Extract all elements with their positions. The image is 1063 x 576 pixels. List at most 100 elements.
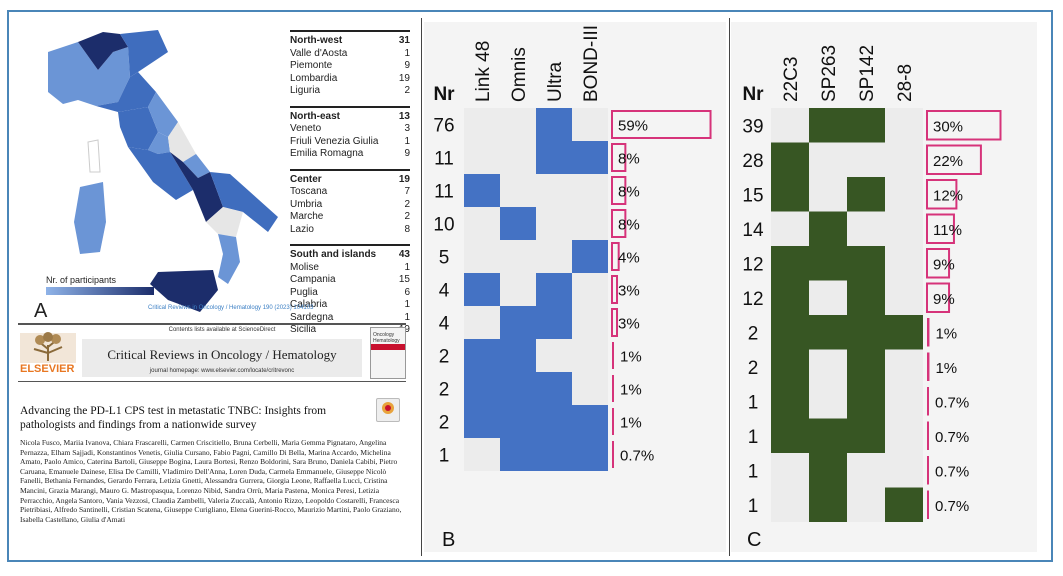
region-row: Puglia 6 bbox=[290, 287, 410, 300]
filled-cell bbox=[847, 349, 885, 384]
map-region-umbria bbox=[148, 132, 170, 154]
percentage-bar bbox=[611, 242, 620, 271]
empty-cell bbox=[771, 453, 809, 488]
journal-title: Critical Reviews in Oncology / Hematolog… bbox=[107, 347, 337, 362]
filled-cell bbox=[536, 141, 572, 174]
empty-cell bbox=[885, 246, 923, 281]
region-name: Molise bbox=[290, 261, 319, 273]
percentage-bar bbox=[927, 318, 930, 347]
percentage-label: 0.7% bbox=[935, 498, 969, 515]
percentage-bar bbox=[926, 110, 1002, 141]
empty-cell bbox=[885, 142, 923, 177]
filled-cell bbox=[847, 177, 885, 212]
italy-map bbox=[48, 30, 278, 312]
region-row: Valle d'Aosta 1 bbox=[290, 48, 410, 61]
percentage-bar bbox=[927, 421, 929, 450]
empty-cell bbox=[500, 141, 536, 174]
empty-cell bbox=[885, 177, 923, 212]
row-count-label: 12 bbox=[742, 289, 763, 310]
map-region-marche bbox=[148, 92, 178, 137]
region-name: Sardegna bbox=[290, 311, 334, 323]
map-region-campania bbox=[170, 152, 223, 222]
region-count: 8 bbox=[404, 223, 410, 235]
map-region-lombardia bbox=[78, 32, 128, 70]
journal-header: ELSEVIER Contents lists available at Sci… bbox=[18, 323, 406, 382]
percentage-bar bbox=[611, 308, 619, 337]
percentage-bar bbox=[926, 248, 951, 279]
empty-cell bbox=[885, 453, 923, 488]
column-header: 28-8 bbox=[895, 64, 916, 102]
empty-cell bbox=[885, 280, 923, 315]
empty-cell bbox=[536, 339, 572, 372]
row-header: Nr bbox=[433, 84, 455, 105]
percentage-bar bbox=[611, 143, 627, 172]
region-count: 1 bbox=[404, 299, 410, 310]
percentage-label: 30% bbox=[933, 118, 963, 135]
filled-cell bbox=[771, 177, 809, 212]
percentage-label: 3% bbox=[618, 316, 640, 333]
percentage-bar bbox=[927, 352, 930, 381]
region-count: 7 bbox=[404, 186, 410, 197]
empty-cell bbox=[771, 211, 809, 246]
region-count: 19 bbox=[398, 72, 410, 84]
percentage-bar bbox=[611, 209, 627, 238]
map-region-basilicata bbox=[206, 207, 243, 237]
region-count: 1 bbox=[404, 47, 410, 59]
column-header: Ultra bbox=[545, 61, 566, 102]
filled-cell bbox=[536, 372, 572, 405]
row-count-label: 1 bbox=[748, 496, 759, 517]
check-for-updates-icon bbox=[376, 398, 400, 422]
region-name: North-east bbox=[290, 105, 397, 123]
map-region-sicilia bbox=[150, 270, 218, 312]
filled-cell bbox=[809, 211, 847, 246]
percentage-bar bbox=[926, 144, 982, 175]
percentage-label: 9% bbox=[933, 291, 955, 308]
filled-cell bbox=[847, 384, 885, 419]
empty-cell bbox=[464, 141, 500, 174]
filled-cell bbox=[464, 273, 500, 306]
percentage-bar bbox=[926, 282, 951, 313]
region-count: 13 bbox=[396, 105, 410, 123]
map-region-sardegna bbox=[74, 182, 106, 254]
region-group-row: Center 19 bbox=[290, 168, 410, 186]
region-row: Lombardia 19 bbox=[290, 73, 410, 86]
map-region-northeast bbox=[120, 30, 168, 77]
filled-cell bbox=[885, 487, 923, 522]
percentage-label: 1% bbox=[620, 349, 642, 366]
row-count-label: 14 bbox=[742, 220, 764, 241]
map-region-northwest bbox=[48, 42, 130, 106]
region-name: North-west bbox=[290, 30, 397, 48]
empty-cell bbox=[885, 384, 923, 419]
filled-cell bbox=[464, 372, 500, 405]
row-count-label: 11 bbox=[434, 182, 454, 203]
map-region-puglia bbox=[210, 172, 278, 232]
region-count: 1 bbox=[404, 135, 410, 147]
region-row: Liguria 2 bbox=[290, 85, 410, 98]
region-row: Veneto 3 bbox=[290, 123, 410, 136]
region-row: Friuli Venezia Giulia 1 bbox=[290, 136, 410, 149]
column-header: 22C3 bbox=[781, 57, 802, 102]
panel-a: Nr. of participants A North-west 31 Valle … bbox=[18, 22, 420, 542]
percentage-label: 12% bbox=[933, 187, 963, 204]
region-count: 3 bbox=[404, 123, 410, 134]
percentage-label: 1% bbox=[620, 415, 642, 432]
percentage-bar bbox=[611, 176, 627, 205]
filled-cell bbox=[885, 315, 923, 350]
region-name: Umbria bbox=[290, 198, 323, 210]
percentage-label: 8% bbox=[618, 217, 640, 234]
region-name: Lombardia bbox=[290, 72, 338, 84]
filled-cell bbox=[464, 339, 500, 372]
region-count: 15 bbox=[398, 274, 410, 285]
row-count-label: 2 bbox=[439, 413, 450, 434]
column-header: Link 48 bbox=[473, 41, 494, 102]
region-name: Puglia bbox=[290, 286, 318, 298]
empty-cell bbox=[536, 207, 572, 240]
row-count-label: 2 bbox=[748, 323, 759, 344]
empty-cell bbox=[572, 306, 608, 339]
map-legend-gradient bbox=[46, 287, 154, 295]
empty-cell bbox=[809, 384, 847, 419]
empty-cell bbox=[809, 177, 847, 212]
region-count: 2 bbox=[404, 198, 410, 210]
region-count: 1 bbox=[404, 261, 410, 273]
empty-cell bbox=[809, 280, 847, 315]
